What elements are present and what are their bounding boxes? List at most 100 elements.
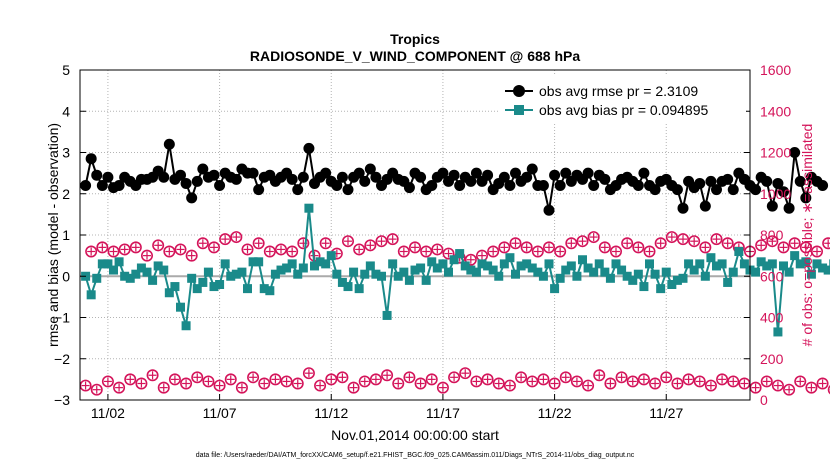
bias-point	[421, 275, 431, 285]
bias-point	[343, 282, 353, 292]
bias-point	[170, 282, 180, 292]
footnote: data file: /Users/raeder/DAI/ATM_forcXX/…	[196, 452, 635, 459]
obs-count-point	[542, 241, 555, 254]
rmse-point	[671, 184, 683, 196]
obs-count-point	[85, 245, 98, 258]
bias-point	[159, 265, 169, 275]
bias-point	[544, 259, 554, 269]
y2-tick-label: 200	[760, 351, 784, 367]
rmse-point	[649, 184, 661, 196]
y-tick-label: −2	[54, 351, 70, 367]
obs-count-point	[827, 385, 830, 395]
obs-count-point	[196, 237, 209, 250]
bias-point	[728, 267, 738, 277]
obs-count-point	[129, 241, 142, 254]
y2-tick-label: 1400	[760, 103, 791, 119]
bias-point	[678, 273, 688, 283]
bias-point	[153, 261, 163, 271]
y-tick-label: 1	[62, 227, 70, 243]
obs-count-point	[520, 241, 533, 254]
obs-count-point	[716, 373, 729, 386]
bias-point	[734, 247, 744, 256]
obs-count-point	[286, 245, 299, 258]
obs-count-point	[699, 241, 712, 254]
rmse-point	[448, 169, 460, 181]
bias-point	[136, 263, 146, 273]
obs-count-point	[593, 369, 606, 382]
rmse-point	[699, 200, 711, 212]
rmse-point	[817, 180, 829, 191]
obs-count-point	[336, 371, 349, 384]
y-axis-left: −3 −2 −1 0 1 2 3 4 5	[54, 62, 86, 408]
y-tick-label: 0	[62, 268, 70, 284]
bias-point	[622, 271, 632, 281]
y2-tick-label: 1600	[760, 62, 791, 78]
bias-point	[466, 265, 476, 275]
obs-count-point	[247, 371, 260, 384]
bias-point	[215, 280, 225, 289]
bias-point	[321, 259, 331, 269]
y2-tick-label: 800	[760, 227, 784, 243]
bias-point	[527, 263, 537, 273]
bias-point	[114, 257, 124, 267]
bias-point	[427, 257, 437, 267]
rmse-point	[632, 180, 644, 191]
bias-point	[449, 255, 459, 265]
obs-count-point	[414, 377, 427, 390]
obs-count-point	[470, 375, 483, 388]
bias-point	[97, 259, 107, 269]
bias-point	[762, 261, 772, 271]
bias-point	[471, 267, 481, 277]
bias-point	[667, 280, 677, 289]
chart-subtitle: RADIOSONDE_V_WIND_COMPONENT @ 688 hPa	[250, 48, 580, 64]
obs-count-point	[302, 367, 315, 380]
bias-point	[393, 271, 403, 281]
obs-count-point	[431, 243, 444, 256]
legend-marker-rmse	[513, 85, 525, 97]
rmse-point	[510, 167, 521, 179]
bias-point	[739, 259, 749, 269]
bias-point	[371, 269, 381, 279]
obs-count-point	[168, 373, 181, 386]
obs-count-point	[146, 369, 159, 382]
bias-point	[751, 267, 761, 277]
obs-count-point	[386, 233, 399, 246]
obs-count-point	[660, 371, 673, 384]
obs-count-point	[408, 241, 421, 254]
rmse-point	[253, 184, 265, 196]
bias-point	[326, 251, 336, 261]
rmse-point	[794, 175, 806, 187]
rmse-point	[761, 175, 773, 187]
bias-point	[416, 263, 426, 273]
bias-point	[209, 282, 219, 292]
obs-count-point	[381, 369, 394, 382]
obs-count-point	[565, 237, 578, 250]
bias-point	[645, 259, 654, 269]
bias-point	[483, 261, 493, 271]
obs-count-point	[570, 375, 583, 388]
obs-count-point	[604, 377, 617, 390]
rmse-point	[353, 167, 365, 179]
obs-count-point	[353, 243, 366, 256]
bias-point	[583, 263, 593, 273]
obs-count-point	[135, 377, 148, 390]
rmse-point	[722, 173, 734, 185]
bias-point	[192, 284, 202, 294]
bias-point	[365, 261, 375, 271]
obs-count-point	[258, 377, 271, 390]
obs-count-point	[274, 243, 287, 256]
obs-count-point	[676, 233, 689, 246]
obs-count-point	[297, 237, 310, 250]
rmse-point	[437, 167, 449, 179]
obs-count-point	[459, 367, 472, 380]
obs-count-point	[341, 235, 354, 248]
rmse-point	[370, 171, 382, 183]
obs-count-point	[531, 245, 544, 258]
obs-count-point	[280, 375, 293, 388]
obs-count-point	[688, 235, 701, 248]
bias-point	[611, 259, 621, 269]
obs-count-point	[554, 245, 567, 258]
bias-point	[695, 259, 705, 269]
y-axis-right: 0 200 400 600 800 1000 1200 1400 1600	[744, 62, 791, 408]
bias-point	[438, 259, 448, 269]
